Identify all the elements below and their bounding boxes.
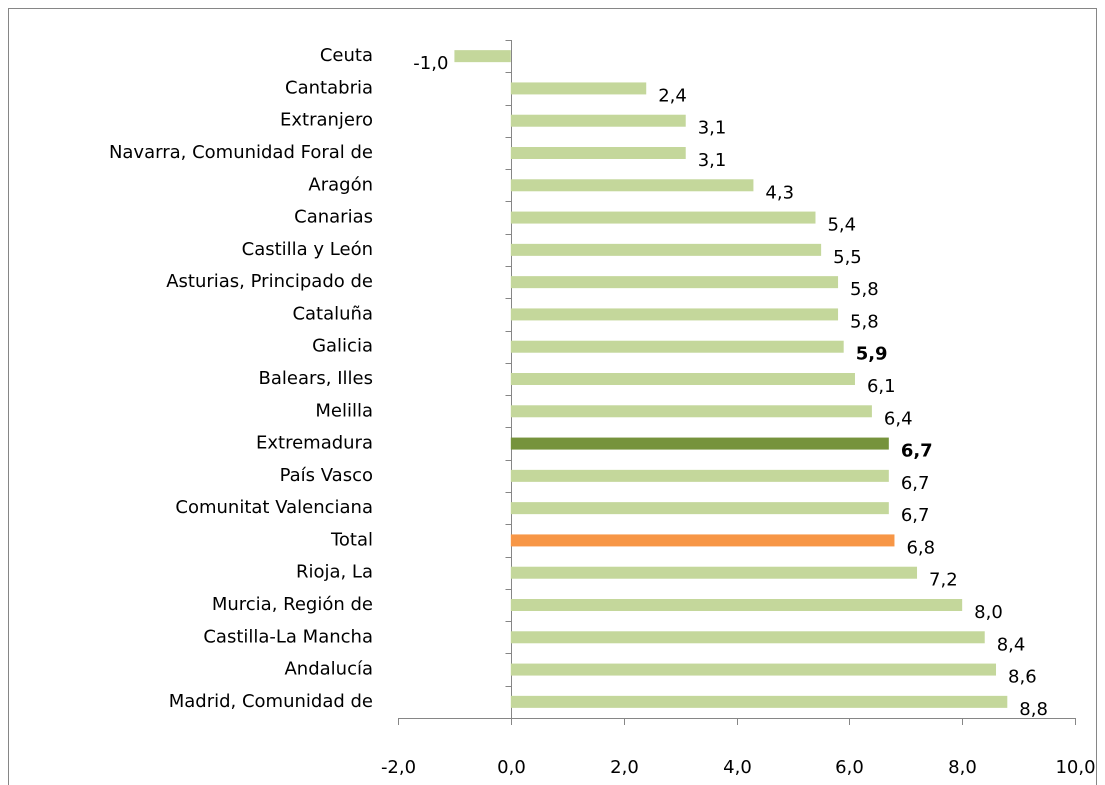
y-tick-label: Extranjero [280,110,373,131]
bar [510,631,985,644]
y-tick-label: Total [330,529,373,550]
bar [510,695,1008,708]
x-tick-label: 8,0 [948,757,977,778]
bar [510,211,816,224]
y-tick-label: Asturias, Principado de [166,271,373,292]
bar [510,243,822,256]
value-label: 5,9 [856,344,888,365]
value-label: 6,7 [901,441,933,462]
value-label: 6,4 [884,408,913,429]
value-label: 7,2 [929,570,958,591]
bar [454,50,511,63]
value-label: 5,8 [850,311,879,332]
y-tick-label: Comunitat Valenciana [175,497,373,518]
value-label: 6,7 [901,505,930,526]
y-tick-label: Castilla-La Mancha [203,626,373,647]
x-tick-label: 0,0 [497,757,526,778]
y-tick-label: Rioja, La [296,562,373,583]
value-label: 5,8 [850,279,879,300]
x-tick-label: 10,0 [1055,757,1095,778]
y-tick-label: Canarias [294,207,373,228]
value-label: 2,4 [658,85,687,106]
bar [510,566,918,579]
bar [510,147,686,159]
y-tick-label: Extremadura [256,433,373,454]
x-tick-label: 4,0 [723,757,752,778]
y-tick-label: Navarra, Comunidad Foral de [109,142,373,163]
y-tick-label: Andalucía [284,659,373,680]
bar [510,179,754,192]
x-tick-label: -2,0 [381,757,416,778]
x-tick-label: 2,0 [610,757,639,778]
bar [510,340,844,353]
value-label: -1,0 [413,53,448,74]
value-label: 8,0 [974,602,1003,623]
y-tick-label: Ceuta [320,45,373,66]
value-label: 3,1 [698,150,727,171]
bar [510,405,872,418]
value-label: 8,8 [1019,699,1048,720]
bar [510,82,647,95]
value-label: 4,3 [765,182,794,203]
bar [510,469,889,482]
value-label: 5,5 [833,247,862,268]
y-tick-label: Galicia [312,336,373,357]
y-tick-label: Cataluña [292,303,373,324]
value-label: 3,1 [698,118,727,139]
bar [510,276,839,289]
value-label: 6,7 [901,473,930,494]
y-tick-label: Balears, Illes [259,368,373,389]
y-tick-label: Aragón [308,174,373,195]
bar [510,663,997,676]
y-tick-label: Madrid, Comunidad de [169,691,373,712]
y-tick-label: País Vasco [280,465,373,486]
value-label: 8,6 [1008,667,1037,688]
bar [510,114,686,127]
x-tick-label: 6,0 [835,757,864,778]
y-tick-label: Castilla y León [242,239,373,260]
value-label: 6,8 [906,537,935,558]
value-label: 8,4 [997,634,1026,655]
chart-frame [8,8,1097,785]
y-tick-label: Murcia, Región de [212,594,373,615]
bar [510,502,889,515]
bar [510,437,889,450]
bar [510,534,895,547]
y-tick-label: Cantabria [285,77,373,98]
bar [510,308,839,321]
y-tick-label: Melilla [315,400,373,421]
value-label: 5,4 [827,215,856,236]
bar [510,373,855,385]
value-label: 6,1 [867,376,896,397]
bar [510,599,963,611]
